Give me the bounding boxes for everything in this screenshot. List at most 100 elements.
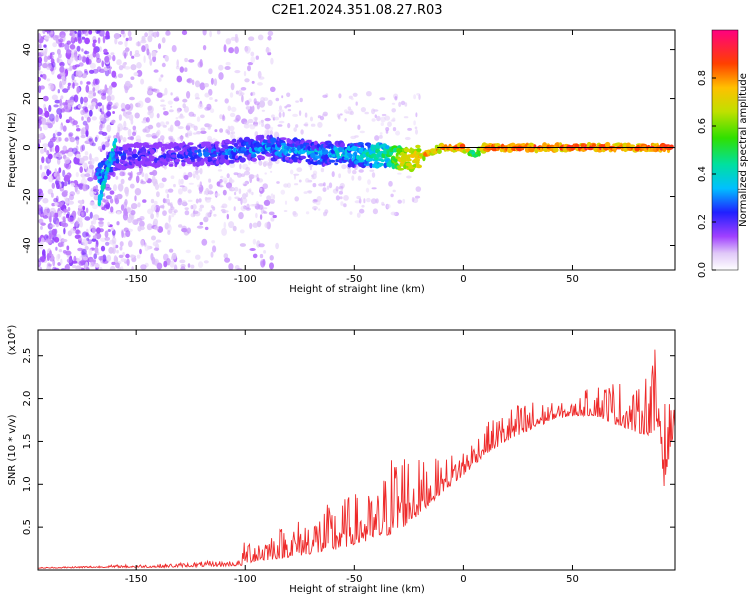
noise-blob [292,113,298,117]
noise-blob [100,92,106,96]
noise-blob [93,188,99,192]
ridge-blob [96,168,102,173]
noise-blob [413,94,417,100]
noise-blob [63,174,71,182]
snr-x-ticks: -150 -100 -50 0 50 [125,330,579,585]
noise-blob [116,221,120,226]
noise-blob [154,183,160,190]
spectrogram-y-ticks: -40 -20 0 20 40 [22,43,675,254]
snr-series-line [38,349,675,569]
noise-blob [141,120,147,124]
noise-blob [255,212,258,219]
noise-blob [116,249,119,254]
ridge-blob [385,145,390,150]
noise-blob [147,124,154,130]
noise-blob [275,97,280,102]
noise-blob [137,225,142,232]
noise-blob [81,48,84,52]
noise-blob [278,109,284,112]
noise-blob [278,120,285,124]
ridge-blob [105,166,109,172]
ridge-blob [422,155,426,162]
noise-blob [156,122,161,128]
ridge-blob [219,157,226,164]
ridge-blob [439,144,445,148]
noise-blob [118,254,124,259]
noise-blob [222,114,225,120]
ridge-blob [286,153,291,157]
noise-blob [71,53,75,58]
noise-blob [137,202,141,208]
noise-blob [49,54,54,60]
x-tick-label: 0 [460,274,466,285]
noise-blob [338,93,342,99]
noise-blob [259,194,263,197]
noise-blob [51,228,57,236]
noise-blob [196,131,201,135]
y-tick-label: 40 [22,43,33,56]
ridge-blob [669,144,674,150]
noise-blob [96,66,102,72]
noise-blob [49,138,56,143]
noise-blob [150,213,155,220]
noise-blob [233,206,236,212]
ridge-blob [282,156,286,162]
noise-blob [53,104,59,108]
noise-blob [151,175,156,184]
noise-blob [99,46,102,52]
snr-panel: -150 -100 -50 0 50 0.5 1.0 1.5 2.0 2.5 Height of… [7,325,676,595]
noise-blob [116,193,123,200]
noise-blob [212,206,216,211]
noise-blob [360,107,366,113]
noise-blob [51,253,54,262]
noise-blob [108,246,114,254]
noise-blob [192,204,197,210]
noise-blob [385,127,390,132]
ridge-blob [260,134,265,140]
noise-blob [90,220,94,225]
noise-blob [335,186,339,192]
noise-blob [65,263,70,270]
noise-blob [52,147,55,152]
noise-blob [281,95,284,99]
noise-blob [62,208,69,213]
noise-blob [71,210,77,218]
ridge-blob [178,142,184,148]
noise-blob [390,119,396,122]
noise-blob [243,170,251,176]
noise-blob [164,55,169,62]
noise-blob [86,228,89,234]
noise-blob [195,254,201,260]
snr-frame [37,329,676,571]
noise-blob [160,99,165,102]
noise-blob [250,56,256,64]
noise-blob [191,79,195,86]
noise-blob [67,82,71,87]
noise-blob [318,208,321,211]
noise-blob [151,50,157,57]
noise-blob [79,80,83,85]
noise-blob [140,239,145,247]
noise-blob [154,88,160,94]
noise-blob [235,36,238,43]
noise-blob [163,164,167,170]
noise-blob [44,107,47,113]
noise-blob [130,135,135,141]
y-tick-label: -40 [22,237,33,253]
noise-blob [38,76,41,83]
noise-blob [68,200,74,205]
noise-blob [374,114,377,118]
noise-blob [371,108,376,115]
noise-blob [130,64,137,71]
noise-blob [168,248,174,253]
noise-blob [114,194,118,203]
noise-blob [85,129,89,137]
noise-blob [343,203,347,208]
noise-blob [314,208,317,211]
noise-blob [263,250,267,254]
noise-blob [59,113,62,119]
noise-blob [142,128,147,133]
noise-blob [67,216,74,223]
noise-blob [113,184,117,192]
noise-blob [115,176,119,180]
